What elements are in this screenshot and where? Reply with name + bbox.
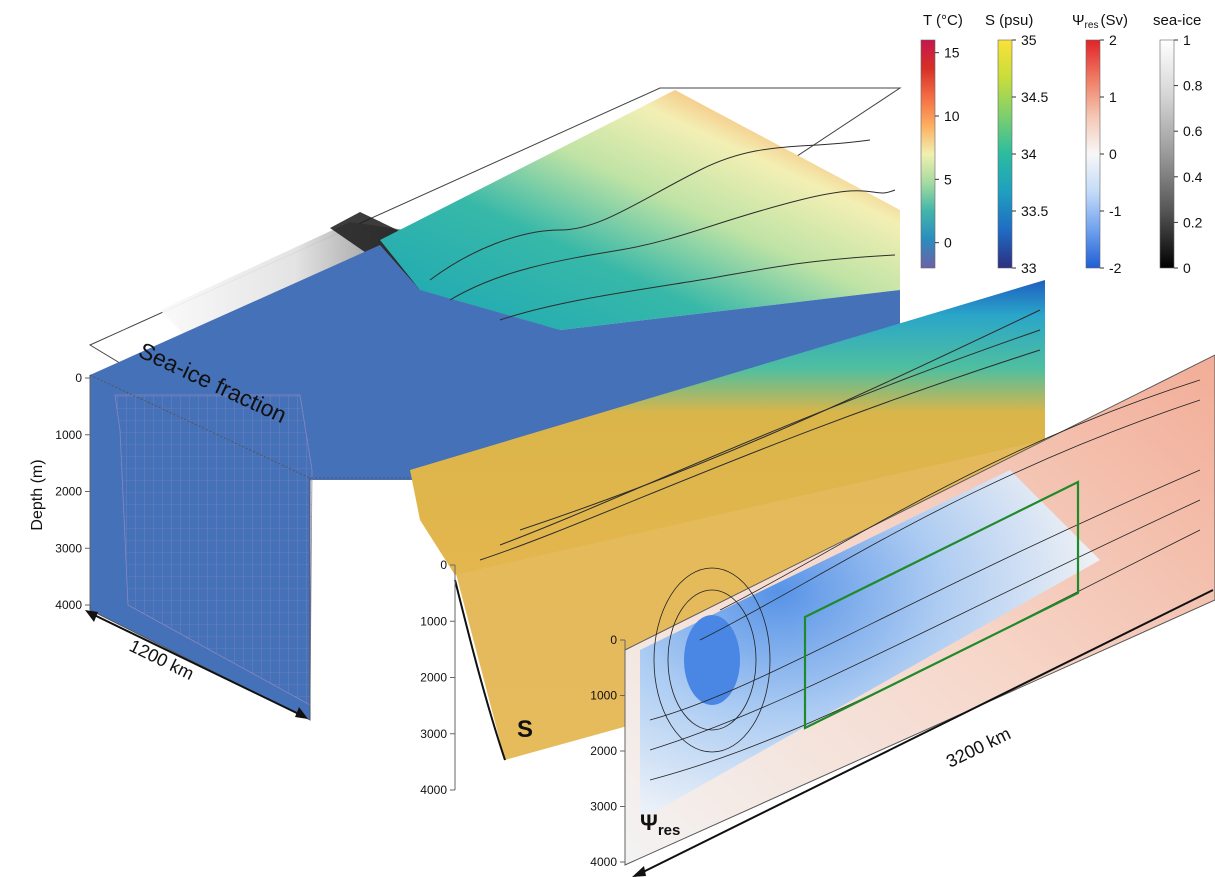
streamfunction-section: Ψres xyxy=(624,354,1215,866)
depth-tick-label: 1000 xyxy=(420,614,447,628)
depth-tick-label: 1000 xyxy=(590,689,617,703)
colorbar-tick-label: -2 xyxy=(1109,260,1122,276)
colorbar-streamfunction: Ψres (Sv) 2 1 0 -1 -2 xyxy=(1072,12,1128,276)
colorbar-seaice-bar xyxy=(1159,39,1175,269)
depth-tick-label: 1000 xyxy=(55,428,82,442)
colorbar-salinity: S (psu) 35 34.5 34 33.5 33 xyxy=(985,12,1048,276)
depth-axis-main: Depth (m) 0 1000 2000 3000 4000 xyxy=(29,371,91,612)
colorbar-salinity-bar xyxy=(997,39,1013,269)
colorbar-tick-label: 0 xyxy=(1183,260,1191,276)
depth-tick-label: 4000 xyxy=(55,598,82,612)
colorbar-tick-label: 1 xyxy=(1183,32,1191,48)
depth-tick-label: 3000 xyxy=(590,800,617,814)
colorbar-tick-label: 33.5 xyxy=(1021,203,1048,219)
colorbar-temperature: T (°C) 15 10 5 0 xyxy=(920,12,963,269)
colorbar-tick-label: 1 xyxy=(1109,89,1117,105)
streamfunction-panel-label: Ψres xyxy=(640,810,680,839)
streamfunction-highlight-box xyxy=(803,480,1080,730)
colorbar-tick-label: 0.2 xyxy=(1183,214,1203,230)
colorbar-tick-label: 0 xyxy=(1109,146,1117,162)
colorbar-seaice-title: sea-ice xyxy=(1153,12,1201,29)
depth-tick-label: 0 xyxy=(610,633,617,647)
colorbar-tick-label: -1 xyxy=(1109,203,1122,219)
salinity-upper-layer xyxy=(410,280,1045,575)
depth-axis-streamfunction: 0 1000 2000 3000 4000 xyxy=(590,633,626,869)
salinity-boundary xyxy=(454,579,506,761)
colorbar-tick-label: 5 xyxy=(944,171,952,187)
colorbar-streamfunction-bar xyxy=(1085,39,1101,269)
colorbar-tick-label: 2 xyxy=(1109,32,1117,48)
colorbar-tick-label: 0.6 xyxy=(1183,123,1203,139)
colorbar-tick-label: 0.8 xyxy=(1183,78,1203,94)
colorbar-tick-label: 10 xyxy=(944,108,960,124)
streamfunction-core xyxy=(684,615,740,705)
colorbar-salinity-title: S (psu) xyxy=(985,12,1033,29)
colorbar-tick-label: 33 xyxy=(1021,260,1037,276)
streamfunction-blue-cell xyxy=(640,470,1100,820)
salinity-panel-label: S xyxy=(517,716,533,743)
colorbar-temperature-title: T (°C) xyxy=(923,12,963,29)
depth-axis-title: Depth (m) xyxy=(29,459,46,530)
colorbar-tick-label: 0.4 xyxy=(1183,169,1203,185)
temperature-panel-label: T xyxy=(373,641,388,668)
depth-axis-salinity: 0 1000 2000 3000 4000 xyxy=(420,558,456,797)
depth-tick-label: 2000 xyxy=(420,671,447,685)
colorbar-streamfunction-title: Ψres (Sv) xyxy=(1072,12,1128,31)
colorbar-seaice: sea-ice 1 0.8 0.6 0.4 0.2 0 xyxy=(1153,12,1203,276)
depth-tick-label: 0 xyxy=(75,371,82,385)
depth-tick-label: 3000 xyxy=(55,541,82,555)
colorbar-tick-label: 35 xyxy=(1021,32,1037,48)
colorbar-temperature-bar xyxy=(920,39,936,269)
length-label: 3200 km xyxy=(943,723,1014,771)
colorbar-tick-label: 34.5 xyxy=(1021,89,1048,105)
depth-tick-label: 4000 xyxy=(590,855,617,869)
depth-tick-label: 2000 xyxy=(590,744,617,758)
colorbar-tick-label: 15 xyxy=(944,45,960,61)
temperature-box: T xyxy=(89,90,900,721)
depth-tick-label: 4000 xyxy=(420,783,447,797)
depth-tick-label: 3000 xyxy=(420,727,447,741)
colorbar-tick-label: 0 xyxy=(944,235,952,251)
colorbar-tick-label: 34 xyxy=(1021,146,1037,162)
temperature-surface xyxy=(380,90,900,330)
depth-tick-label: 2000 xyxy=(55,485,82,499)
depth-tick-label: 0 xyxy=(440,558,447,572)
